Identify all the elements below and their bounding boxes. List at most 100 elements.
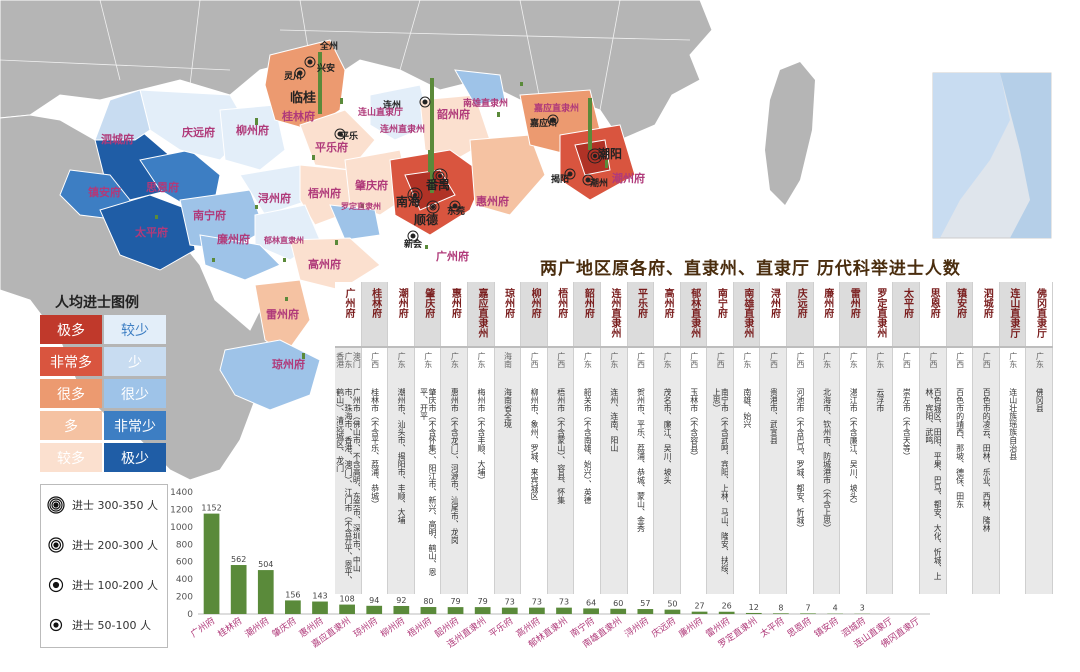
table-column: 连州直隶州 广东 连州、连南、阳山: [600, 282, 628, 594]
table-column: 思恩府 广西 百色城区、田阳、平果、巴马、都安、大化、忻城、上林、宾阳、武鸣: [920, 282, 947, 594]
province-text: 广东: [609, 352, 619, 368]
table-column: 镇安府 广西 百色市的靖西、那坡、德保、田东: [946, 282, 974, 594]
content-cell: 韶关市（不含南雄、始兴）、英德: [574, 388, 600, 588]
province-cell: 广西: [973, 352, 999, 378]
table-column: 佛冈直隶厅 广东 佛冈县: [1026, 282, 1053, 594]
content-cell: 百色市的靖西、那坡、德保、田东: [947, 388, 973, 588]
province-text: 广西: [769, 352, 779, 368]
prefecture-name: 琼州府: [502, 288, 514, 318]
table-header: 太平府: [893, 282, 920, 346]
prefecture-name: 韶州府: [582, 288, 594, 318]
bar: [610, 608, 627, 614]
target-marker: [582, 174, 594, 186]
province-text: 广东: [397, 352, 407, 368]
x-tick-label: 梧州府: [405, 615, 434, 640]
map-label: 兴安: [317, 62, 335, 74]
map-label: 全州: [319, 40, 338, 52]
map-label: 桂林府: [281, 109, 315, 123]
table-header: 高州府: [654, 282, 680, 346]
content-cell: 河池市（不含巴马、罗城、都安、忻城）: [787, 388, 813, 588]
prefecture-name: 柳州府: [529, 288, 541, 318]
map-label: 琼州府: [272, 357, 305, 371]
content-cell: 崇左市（不含天等）: [893, 388, 919, 588]
table-column: 潮州府 广东 潮州市、汕头市、揭阳市、丰顺、大埔: [388, 282, 415, 594]
bar-value-label: 4: [833, 604, 838, 613]
table-column: 平乐府 广西 贺州市、平乐、荔浦、恭城、蒙山、金秀: [627, 282, 655, 594]
map-label: 南雄直隶州: [463, 97, 508, 109]
content-cell: 连山壮族瑶族自治县: [1000, 388, 1026, 588]
table-header: 佛冈直隶厅: [1026, 282, 1052, 346]
bar-value-label: 60: [613, 599, 623, 608]
content-text: 梧州市（不含蒙山）、容县、怀集: [556, 388, 565, 504]
province-cell: 海南: [495, 352, 521, 378]
content-text: 贺州市、平乐、荔浦、恭城、蒙山、金秀: [636, 388, 645, 532]
province-text: 广西: [689, 352, 699, 368]
target-marker: [426, 200, 440, 214]
province-text: 广东: [476, 352, 486, 368]
province-text: 广东: [742, 352, 752, 368]
content-text: 潮州市、汕头市、揭阳市、丰顺、大埔: [397, 388, 406, 524]
region-leizhou: [254, 279, 311, 356]
prefecture-name: 南雄直隶州: [741, 288, 753, 338]
province-cell: 广东: [574, 352, 600, 378]
province-cell: 广西: [787, 352, 813, 378]
target-marker: [294, 67, 306, 79]
bar-value-label: 79: [450, 597, 460, 606]
map-label: 南海: [396, 194, 420, 209]
map-label: 潮州府: [612, 171, 645, 185]
table-column: 罗定直隶州 广东 云浮市: [866, 282, 894, 594]
map-label: 廉州府: [217, 232, 250, 246]
region-lianzhou-zl: [369, 84, 431, 141]
table-header: 郁林直隶州: [680, 282, 707, 346]
x-tick-label: 潮州府: [242, 615, 271, 640]
table-header: 嘉应直隶州: [467, 282, 494, 346]
content-cell: 连州、连南、阳山: [601, 388, 627, 588]
table-header: 平乐府: [627, 282, 654, 346]
content-text: 北海市、钦州市、防城港市（不含上思）: [822, 388, 831, 532]
province-text: 海南: [503, 352, 513, 368]
map-label: 太平府: [134, 225, 168, 239]
province-text: 广东: [1035, 352, 1045, 368]
bar-value-label: 73: [505, 598, 515, 607]
symbol-row: 进士 50-100 人: [41, 605, 167, 645]
content-cell: 梅州市（不含丰顺、大埔）: [468, 388, 494, 588]
bar-value-label: 79: [478, 597, 488, 606]
region-lianzhou-fu: [199, 234, 281, 281]
bar: [773, 613, 789, 614]
region-nanxiong: [454, 69, 506, 106]
symbol-row: 进士 100-200 人: [41, 565, 167, 605]
content-cell: 柳州市、象州、罗城、来宾城区: [521, 388, 547, 588]
legend-cell-fei-chang-shao: 非常少: [104, 411, 166, 440]
table-column: 琼州府 海南 海南省全境: [494, 282, 522, 594]
map-label: 广州府: [436, 249, 469, 263]
bar-value-label: 73: [532, 598, 542, 607]
table-column: 广州府 澳门 广东 香港 广州市（佛山市、不含高明、东莞市、深圳市、中山市、珠海市、…: [335, 282, 362, 594]
province-text: 广东: [423, 352, 433, 368]
table-header: 梧州府: [547, 282, 574, 346]
content-text: 云浮市: [875, 388, 884, 412]
map-label: 临桂: [290, 90, 316, 106]
bar: [718, 611, 735, 614]
province-cell: 广东: [1026, 352, 1052, 378]
region-luoding: [329, 204, 381, 241]
content-cell: 肇庆市（不含怀集）、阳江市、新兴、高明、鹤山、恩平、开平: [415, 388, 441, 588]
legend-cell-duo: 多: [40, 411, 102, 440]
bar: [312, 601, 328, 614]
content-text: 柳州市、象州、罗城、来宾城区: [530, 388, 539, 500]
table-header: 柳州府: [521, 282, 547, 346]
map-label: 连山直隶厅: [358, 106, 403, 118]
table-header: 雷州府: [840, 282, 866, 346]
table-header: 泗城府: [973, 282, 999, 346]
prefecture-name: 庆远府: [795, 288, 807, 318]
province-text: 广东: [849, 352, 859, 368]
target-marker: [419, 96, 431, 108]
y-tick-label: 800: [176, 540, 193, 550]
prefecture-name: 梧州府: [555, 288, 567, 318]
bar-value-label: 7: [805, 603, 810, 612]
table-column: 郁林直隶州 广西 玉林市（不含容县）: [680, 282, 708, 594]
province-cell: 广西: [548, 352, 574, 378]
map-label: 高州府: [308, 257, 341, 271]
table-column: 嘉应直隶州广东梅州市（不含丰顺、大埔）: [467, 282, 495, 594]
bar-value-label: 504: [258, 560, 273, 569]
